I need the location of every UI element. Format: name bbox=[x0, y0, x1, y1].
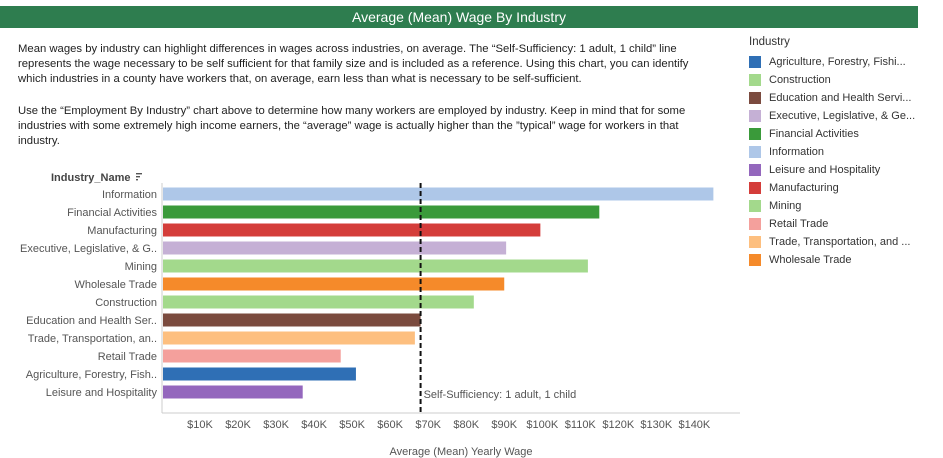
legend-item[interactable]: Agriculture, Forestry, Fishi... bbox=[749, 53, 924, 71]
legend-item[interactable]: Information bbox=[749, 143, 924, 161]
category-label: Retail Trade bbox=[98, 351, 157, 363]
bar bbox=[163, 385, 303, 399]
category-label: Manufacturing bbox=[87, 225, 157, 237]
category-label: Education and Health Ser.. bbox=[26, 315, 157, 327]
legend-item-label: Trade, Transportation, and ... bbox=[769, 236, 911, 248]
description-paragraph-2: Use the “Employment By Industry” chart a… bbox=[18, 105, 686, 148]
x-axis-label: Average (Mean) Yearly Wage bbox=[389, 446, 532, 458]
category-label: Financial Activities bbox=[67, 207, 157, 219]
legend-swatch bbox=[749, 200, 761, 212]
legend-item[interactable]: Trade, Transportation, and ... bbox=[749, 233, 924, 251]
x-tick-label: $90K bbox=[491, 419, 517, 431]
legend-swatch bbox=[749, 254, 761, 266]
legend-item-label: Executive, Legislative, & Ge... bbox=[769, 110, 916, 122]
legend-item[interactable]: Executive, Legislative, & Ge... bbox=[749, 107, 924, 125]
category-label: Agriculture, Forestry, Fish.. bbox=[26, 369, 157, 381]
reference-line-label: Self-Sufficiency: 1 adult, 1 child bbox=[424, 389, 577, 401]
legend[interactable]: Industry Agriculture, Forestry, Fishi...… bbox=[749, 36, 924, 269]
legend-item-label: Construction bbox=[769, 74, 831, 86]
legend-item[interactable]: Manufacturing bbox=[749, 179, 924, 197]
legend-swatch bbox=[749, 92, 761, 104]
bar bbox=[163, 223, 541, 237]
bar bbox=[163, 187, 714, 201]
legend-swatch bbox=[749, 128, 761, 140]
x-tick-label: $20K bbox=[225, 419, 251, 431]
bar bbox=[163, 349, 341, 363]
x-tick-label: $10K bbox=[187, 419, 213, 431]
legend-item-label: Mining bbox=[769, 200, 802, 212]
category-label: Mining bbox=[125, 261, 157, 273]
legend-item-label: Information bbox=[769, 146, 825, 158]
legend-item-label: Agriculture, Forestry, Fishi... bbox=[769, 56, 906, 68]
category-label: Trade, Transportation, an.. bbox=[28, 333, 157, 345]
legend-item[interactable]: Mining bbox=[749, 197, 924, 215]
legend-swatch bbox=[749, 56, 761, 68]
category-label: Executive, Legislative, & G.. bbox=[20, 243, 157, 255]
category-label: Leisure and Hospitality bbox=[46, 387, 158, 399]
x-tick-label: $130K bbox=[640, 419, 672, 431]
legend-swatch bbox=[749, 218, 761, 230]
legend-swatch bbox=[749, 182, 761, 194]
x-tick-label: $110K bbox=[565, 419, 597, 431]
legend-item[interactable]: Wholesale Trade bbox=[749, 251, 924, 269]
bar bbox=[163, 367, 356, 381]
legend-item[interactable]: Leisure and Hospitality bbox=[749, 161, 924, 179]
bar bbox=[163, 241, 507, 255]
legend-item-label: Financial Activities bbox=[769, 128, 859, 140]
category-label: Wholesale Trade bbox=[74, 279, 157, 291]
legend-item[interactable]: Construction bbox=[749, 71, 924, 89]
x-tick-label: $100K bbox=[526, 419, 558, 431]
bar bbox=[163, 295, 474, 309]
legend-item[interactable]: Education and Health Servi... bbox=[749, 89, 924, 107]
legend-item[interactable]: Retail Trade bbox=[749, 215, 924, 233]
legend-title: Industry bbox=[749, 36, 790, 48]
legend-item-label: Wholesale Trade bbox=[769, 254, 852, 266]
legend-item-label: Education and Health Servi... bbox=[769, 92, 912, 104]
description-paragraph-1: Mean wages by industry can highlight dif… bbox=[18, 43, 689, 86]
bar bbox=[163, 277, 505, 291]
x-tick-label: $140K bbox=[678, 419, 710, 431]
bar bbox=[163, 259, 588, 273]
sort-icon bbox=[136, 173, 142, 175]
x-tick-label: $120K bbox=[602, 419, 634, 431]
bar bbox=[163, 313, 421, 327]
sort-icon bbox=[136, 179, 138, 181]
x-tick-label: $40K bbox=[301, 419, 327, 431]
x-tick-label: $30K bbox=[263, 419, 289, 431]
chart-title: Average (Mean) Wage By Industry bbox=[0, 6, 918, 28]
legend-swatch bbox=[749, 236, 761, 248]
category-label: Information bbox=[102, 189, 157, 201]
x-tick-label: $50K bbox=[339, 419, 365, 431]
x-tick-label: $70K bbox=[415, 419, 441, 431]
legend-swatch bbox=[749, 164, 761, 176]
x-tick-label: $80K bbox=[453, 419, 479, 431]
legend-item[interactable]: Financial Activities bbox=[749, 125, 924, 143]
legend-item-label: Retail Trade bbox=[769, 218, 829, 230]
category-label: Construction bbox=[95, 297, 157, 309]
legend-swatch bbox=[749, 74, 761, 86]
legend-swatch bbox=[749, 146, 761, 158]
bar bbox=[163, 331, 415, 345]
sort-icon bbox=[136, 176, 140, 178]
bar bbox=[163, 205, 600, 219]
legend-item-label: Manufacturing bbox=[769, 182, 839, 194]
y-axis-header: Industry_Name bbox=[51, 172, 130, 184]
x-tick-label: $60K bbox=[377, 419, 403, 431]
legend-swatch bbox=[749, 110, 761, 122]
legend-item-label: Leisure and Hospitality bbox=[769, 164, 881, 176]
